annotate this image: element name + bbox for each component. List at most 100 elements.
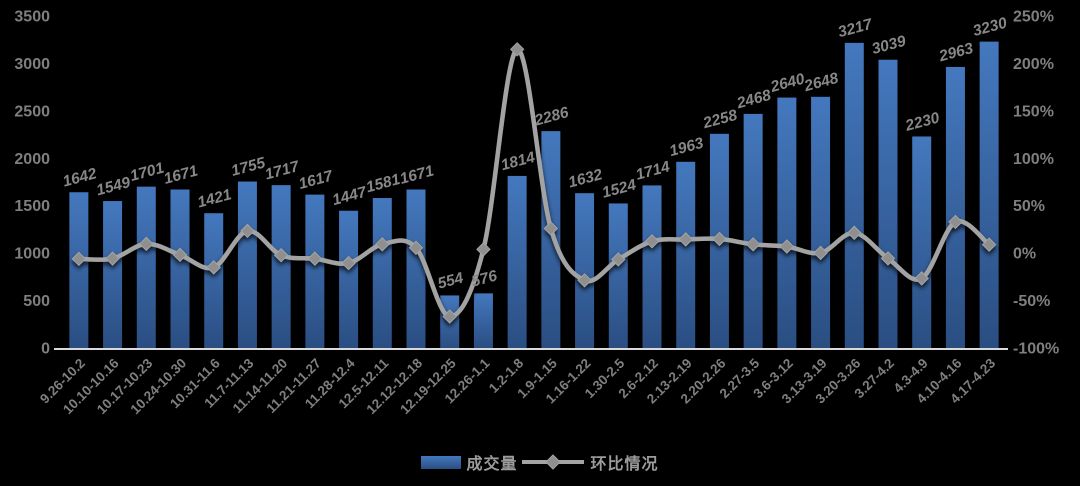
bar-value-label: 1549 [95,174,133,199]
bar [69,192,89,348]
legend-ratio-label: 环比情况 [590,456,659,473]
trend-line-series [71,42,997,324]
y-axis-right-tick: -100% [1013,341,1059,358]
bar-value-label: 1714 [634,158,672,183]
bar-value-label: 1671 [398,162,436,187]
y-axis-left-tick: 0 [41,341,50,358]
trend-marker [948,214,963,230]
bar [339,210,359,348]
bar [575,193,595,348]
legend-line-swatch [521,454,584,470]
bar [372,198,392,348]
bar [541,131,561,348]
bar-value-label: 554 [436,269,466,292]
chart-legend: 成交量 环比情况 [0,449,1080,475]
trend-marker [981,237,997,252]
trend-marker [880,251,896,266]
trend-marker [375,237,390,252]
bar-value-label: 2468 [734,87,773,113]
bar [811,96,831,348]
bar [406,189,426,348]
trend-marker [779,239,795,254]
bar [473,293,493,348]
trend-marker [206,260,221,275]
bar [237,181,257,348]
bar-value-label: 2640 [768,70,807,96]
bar [979,41,999,349]
bar-value-label: 1632 [567,166,605,191]
trend-marker [914,271,929,286]
bar-value-label: 2963 [936,40,975,66]
bar-value-label: 2648 [802,70,841,96]
bar [103,201,123,348]
bar [945,66,965,348]
trend-marker [577,273,592,288]
trend-marker [813,245,828,261]
trend-marker [678,232,693,247]
y-axis-right-tick: 250% [1013,9,1054,26]
bar-series [69,41,999,349]
trend-marker [273,248,289,263]
legend-volume-label: 成交量 [466,456,518,473]
bar-value-label: 1617 [297,167,336,193]
bar-value-label: 2286 [532,104,571,130]
trend-marker [307,251,323,266]
trend-marker [71,251,87,267]
legend-item-volume: 成交量 [421,450,517,474]
trend-marker [408,240,424,255]
trend-marker [341,255,356,271]
y-axis-left-tick: 1500 [14,198,50,215]
y-axis-right-tick: 0% [1013,246,1036,263]
trend-marker [240,223,255,239]
trend-marker [476,242,491,257]
y-axis-left-tick: 2000 [14,151,50,168]
trend-marker [847,225,862,240]
combo-chart: 3500 3000 2500 2000 1500 1000 500 0 250% 200% 150%… [14,9,1059,418]
bar-value-label: 1717 [263,158,302,184]
bar-value-label: 1814 [499,149,537,174]
trend-marker [105,251,120,266]
bar [642,185,662,348]
bar [271,185,291,348]
bar [878,59,898,349]
bar-value-label: 1671 [162,162,200,187]
bar [305,194,325,348]
bar [777,97,797,348]
bar-value-label: 1421 [196,186,234,211]
trend-marker [745,237,761,252]
bar [507,175,527,348]
trend-marker [543,221,559,236]
bar-value-label: 1642 [61,165,99,190]
y-axis-right-tick: 100% [1013,151,1054,168]
bar [608,203,628,348]
y-axis-left-tick: 2500 [14,103,50,120]
bar [204,213,224,348]
bar-value-label: 1447 [331,183,370,209]
bar-value-label: 1963 [668,135,706,160]
bar [136,186,156,348]
y-axis-right-tick: -50% [1013,293,1050,310]
trend-marker [442,309,457,324]
bar [844,42,864,348]
y-axis-left-tick: 3000 [14,56,50,73]
bar-value-label: 2258 [700,107,739,133]
y-axis-right-tick: 200% [1013,56,1054,73]
bar [912,136,932,348]
trend-marker [172,247,188,263]
legend-bar-swatch [421,455,462,469]
bar-value-label: 3217 [836,15,875,41]
trend-marker [712,231,727,247]
y-axis-left-tick: 3500 [14,9,50,26]
bar-value-label: 3039 [870,33,908,58]
y-axis-left-tick: 1000 [14,246,50,263]
bar-value-label: 576 [470,267,500,290]
trend-marker [611,252,626,267]
y-axis-right-tick: 50% [1013,198,1045,215]
bar [676,161,696,348]
bar-value-label: 1701 [128,160,166,185]
bar [170,189,190,348]
bar-value-label: 2230 [903,109,942,135]
trend-marker [644,234,660,249]
y-axis-left-tick: 500 [23,293,50,310]
